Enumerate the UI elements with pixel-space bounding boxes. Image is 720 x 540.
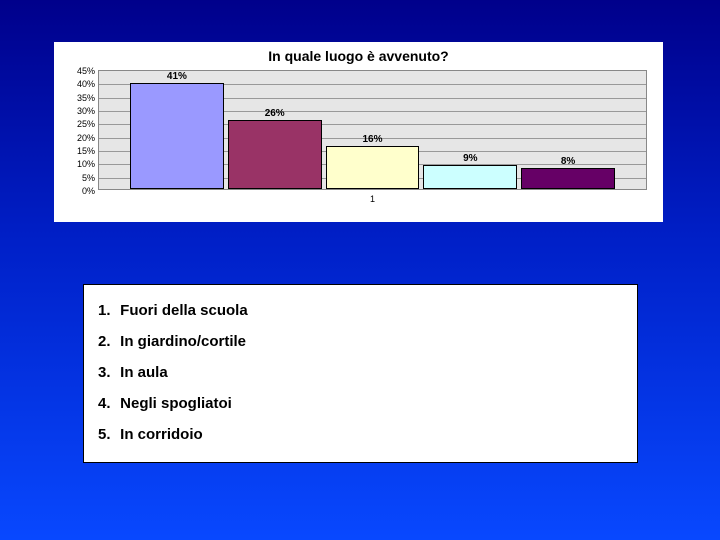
bar-wrap: 26% [227, 71, 323, 189]
y-tick-label: 0% [82, 186, 95, 196]
y-tick-label: 10% [77, 159, 95, 169]
legend-item-number: 1. [98, 302, 116, 319]
y-tick-label: 45% [77, 66, 95, 76]
legend-item-text: Fuori della scuola [116, 302, 248, 319]
chart-area: 0%5%10%15%20%25%30%35%40%45%41%26%16%9%8… [98, 70, 647, 210]
x-axis-label: 1 [98, 194, 647, 204]
bar-wrap: 9% [422, 71, 518, 189]
legend-item-number: 2. [98, 333, 116, 350]
bar [228, 120, 322, 189]
bar-wrap: 41% [129, 71, 225, 189]
bars-container: 41% 26% 16% 9% 8% [99, 71, 646, 189]
legend-list: 1. Fuori della scuola2. In giardino/cort… [98, 295, 623, 450]
y-tick-label: 30% [77, 106, 95, 116]
bar-wrap: 8% [520, 71, 616, 189]
legend-item: 5. In corridoio [98, 419, 623, 450]
legend-item: 2. In giardino/cortile [98, 326, 623, 357]
legend-item-text: In corridoio [116, 426, 203, 443]
bar [521, 168, 615, 189]
chart-title: In quale luogo è avvenuto? [64, 48, 653, 64]
legend-item: 1. Fuori della scuola [98, 295, 623, 326]
bar [130, 83, 224, 189]
bar [326, 146, 420, 189]
legend-item-text: Negli spogliatoi [116, 395, 232, 412]
legend-item-text: In giardino/cortile [116, 333, 246, 350]
y-tick-label: 40% [77, 79, 95, 89]
legend-item-text: In aula [116, 364, 168, 381]
legend-item-number: 5. [98, 426, 116, 443]
legend-item-number: 4. [98, 395, 116, 412]
bar-wrap: 16% [325, 71, 421, 189]
bar [423, 165, 517, 189]
bar-value-label: 16% [362, 134, 382, 145]
chart-plot: 0%5%10%15%20%25%30%35%40%45%41%26%16%9%8… [98, 70, 647, 190]
y-tick-label: 15% [77, 146, 95, 156]
y-tick-label: 5% [82, 173, 95, 183]
legend-item-number: 3. [98, 364, 116, 381]
bar-value-label: 8% [561, 156, 575, 167]
legend-panel: 1. Fuori della scuola2. In giardino/cort… [83, 284, 638, 463]
y-tick-label: 35% [77, 93, 95, 103]
legend-item: 3. In aula [98, 357, 623, 388]
chart-panel: In quale luogo è avvenuto? 0% 5% 10% 15% 20%… [54, 42, 663, 222]
bar-value-label: 26% [265, 108, 285, 119]
y-tick-label: 20% [77, 133, 95, 143]
legend-item: 4. Negli spogliatoi [98, 388, 623, 419]
y-tick-label: 25% [77, 119, 95, 129]
bar-value-label: 9% [463, 153, 477, 164]
bar-value-label: 41% [167, 71, 187, 82]
